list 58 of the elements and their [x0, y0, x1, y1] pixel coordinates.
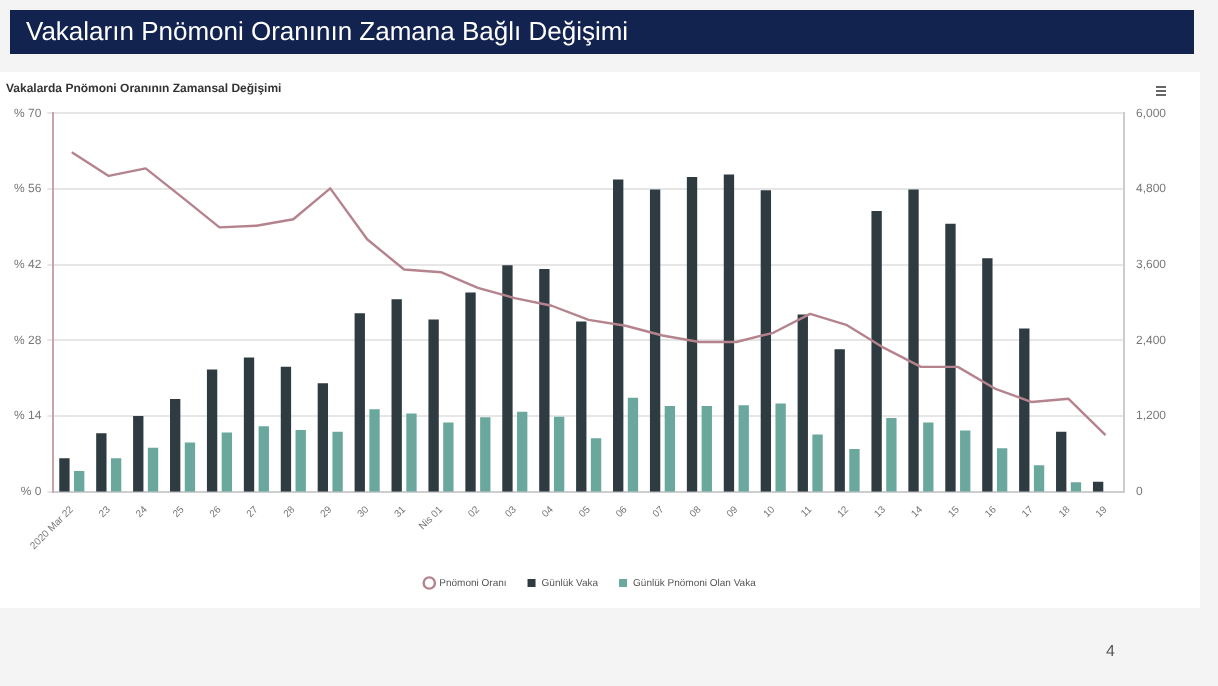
bar [206, 369, 218, 492]
bar [295, 429, 306, 492]
bar [553, 416, 565, 492]
bar [96, 433, 107, 492]
bar [147, 447, 159, 492]
bar [465, 292, 476, 492]
bar [908, 189, 919, 492]
bar [812, 434, 823, 492]
bar [133, 416, 144, 492]
bar [834, 349, 845, 492]
bar [258, 426, 269, 492]
bar [613, 179, 624, 492]
bar [406, 413, 417, 492]
bar [317, 383, 329, 492]
bar [576, 321, 587, 492]
bar [221, 432, 233, 492]
bar [982, 258, 993, 492]
bar [59, 458, 70, 492]
bar [996, 448, 1008, 492]
bar [502, 265, 513, 492]
bar [775, 403, 786, 492]
bar [184, 442, 196, 492]
bar [369, 409, 380, 492]
bar [723, 174, 735, 492]
bar [428, 319, 439, 492]
bar [701, 405, 712, 492]
bar [443, 422, 454, 492]
bar [871, 211, 882, 492]
bar [649, 189, 661, 492]
bar [1019, 328, 1030, 492]
bar [738, 405, 749, 492]
bar [849, 448, 860, 492]
bar [74, 470, 85, 492]
bar [1056, 431, 1067, 492]
bar [354, 313, 365, 492]
bar [945, 223, 956, 492]
bar [539, 269, 550, 492]
bar [960, 430, 971, 492]
bar [627, 397, 639, 492]
text: 4 [1106, 642, 1115, 660]
bar [110, 458, 122, 492]
chart-title: Vakaların Pnömoni Oranının Zamana Bağlı Değişimi [10, 10, 1194, 54]
bar [391, 299, 402, 492]
bar [1070, 482, 1082, 492]
bar [923, 422, 934, 492]
bar [517, 411, 528, 492]
bar [243, 357, 255, 492]
bar [332, 431, 343, 492]
bar [280, 366, 292, 492]
bar [1033, 465, 1045, 492]
bar [886, 417, 897, 492]
bar [170, 399, 181, 492]
bar [760, 190, 772, 492]
bar [480, 417, 491, 492]
bar [664, 405, 676, 492]
bar [590, 438, 602, 492]
bar [797, 314, 808, 492]
bar [686, 176, 698, 492]
